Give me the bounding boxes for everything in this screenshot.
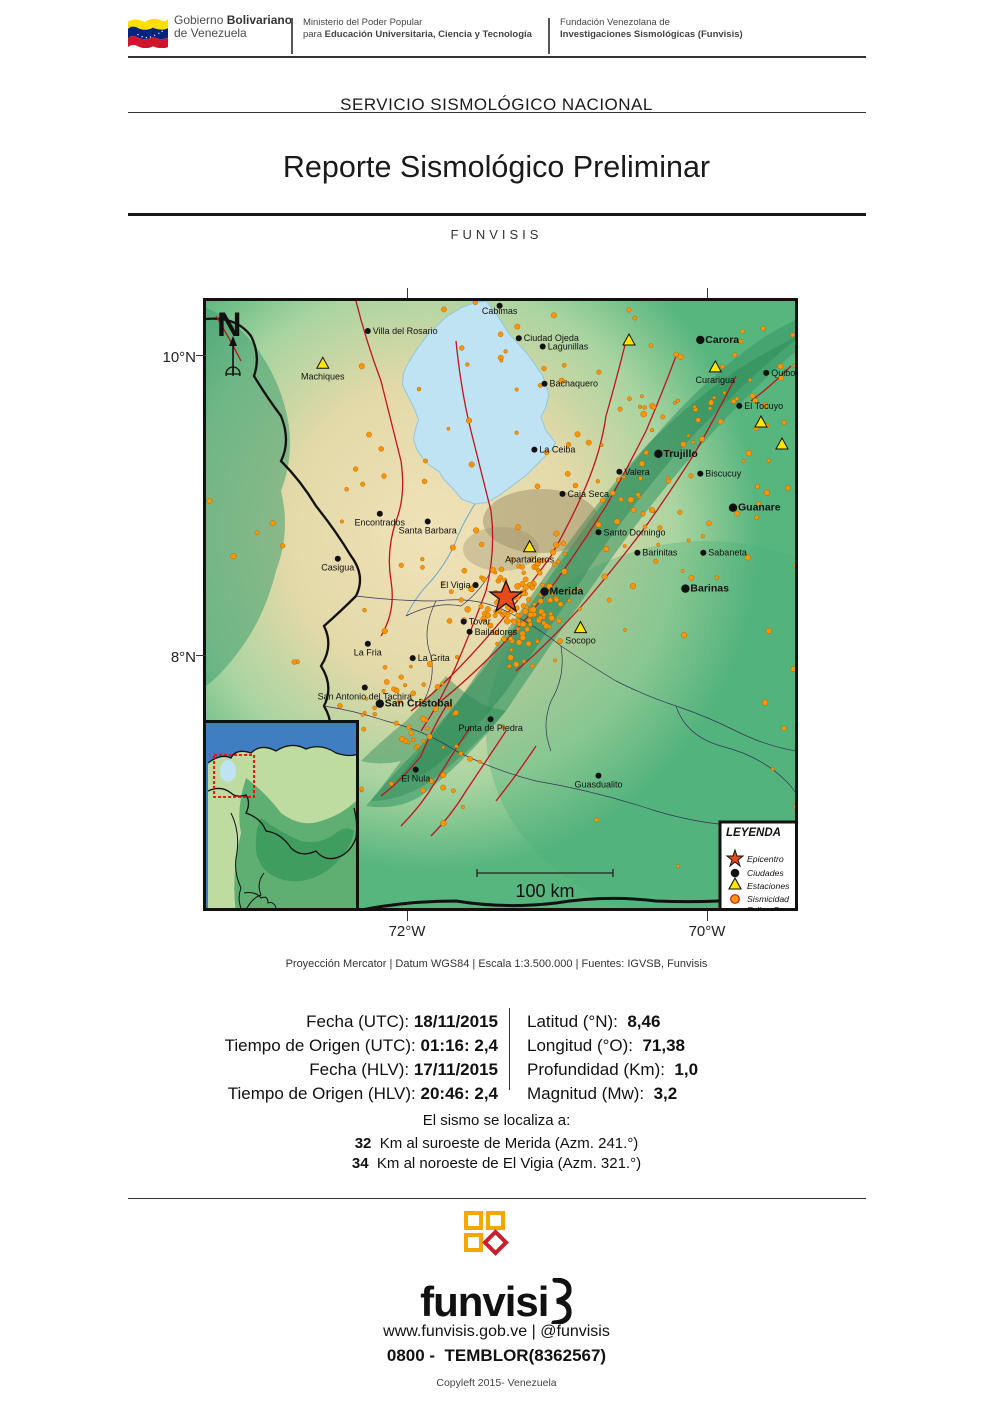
svg-text:Ciudades: Ciudades (747, 868, 784, 878)
svg-text:Bachaquero: Bachaquero (550, 379, 599, 389)
svg-text:Guanare: Guanare (738, 502, 781, 514)
svg-text:La Ceiba: La Ceiba (539, 445, 575, 455)
svg-text:Epicentro: Epicentro (747, 854, 784, 864)
svg-text:Sismicidad: Sismicidad (747, 894, 790, 904)
svg-text:Cabimas: Cabimas (482, 306, 518, 316)
svg-text:Barinas: Barinas (690, 583, 729, 595)
svg-text:Estaciones: Estaciones (747, 881, 790, 891)
svg-text:Lagunillas: Lagunillas (548, 342, 589, 352)
svg-text:Trujillo: Trujillo (663, 448, 697, 460)
svg-text:Caja Seca: Caja Seca (568, 489, 610, 499)
svg-text:N: N (217, 306, 242, 344)
svg-text:Guasdualito: Guasdualito (574, 780, 622, 790)
svg-text:100 km: 100 km (515, 881, 574, 901)
svg-text:Santo Domingo: Santo Domingo (604, 527, 666, 537)
svg-text:Quibor: Quibor (771, 368, 798, 378)
svg-text:Barinitas: Barinitas (642, 548, 678, 558)
svg-text:Santa Barbara: Santa Barbara (399, 526, 457, 536)
svg-text:Machiques: Machiques (301, 371, 345, 381)
svg-text:Fallas G.: Fallas G. (747, 905, 782, 911)
svg-text:Curarigua: Curarigua (696, 375, 736, 385)
svg-text:Sabaneta: Sabaneta (708, 548, 747, 558)
svg-text:El Vigia: El Vigia (440, 580, 470, 590)
svg-text:Bailadores: Bailadores (475, 627, 518, 637)
svg-text:Villa del Rosario: Villa del Rosario (373, 326, 438, 336)
svg-text:San Cristobal: San Cristobal (385, 698, 453, 710)
svg-text:Tovar: Tovar (469, 617, 491, 627)
svg-text:Casigua: Casigua (321, 563, 354, 573)
svg-text:Punta de Piedra: Punta de Piedra (458, 723, 523, 733)
svg-text:El Nula: El Nula (401, 774, 430, 784)
svg-text:Biscucuy: Biscucuy (705, 469, 742, 479)
svg-text:LEYENDA: LEYENDA (726, 827, 781, 839)
svg-text:La Grita: La Grita (418, 653, 450, 663)
svg-text:Apartaderos: Apartaderos (505, 555, 555, 565)
svg-text:Valera: Valera (624, 467, 649, 477)
svg-text:El Tocuyo: El Tocuyo (744, 401, 783, 411)
svg-text:Socopo: Socopo (565, 636, 596, 646)
svg-text:Merida: Merida (550, 586, 584, 598)
svg-text:La Fria: La Fria (354, 648, 382, 658)
svg-text:Carora: Carora (705, 334, 739, 346)
